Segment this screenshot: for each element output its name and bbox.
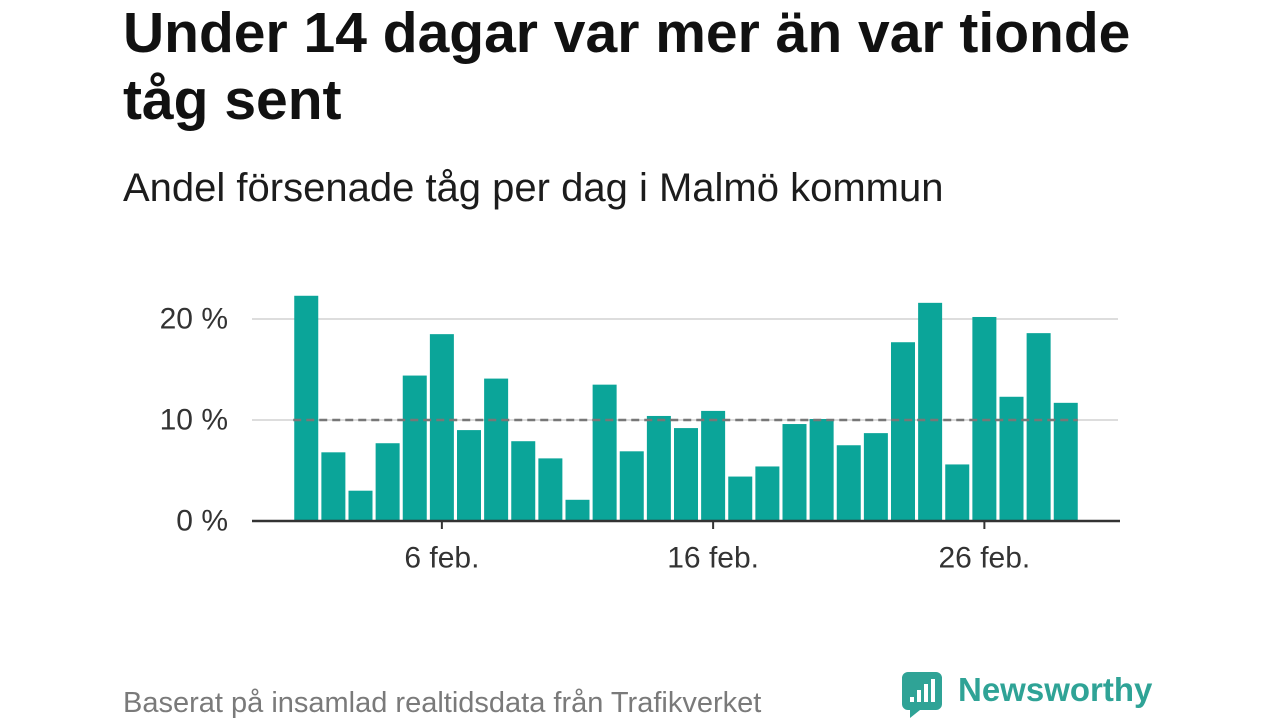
bar — [673, 428, 699, 521]
bar — [429, 334, 454, 521]
x-tick-label: 6 feb. — [404, 542, 479, 575]
newsworthy-chart-bubble-icon — [902, 672, 942, 718]
bar — [918, 302, 943, 521]
chart-subtitle: Andel försenade tåg per dag i Malmö komm… — [123, 166, 944, 210]
bar — [646, 415, 671, 521]
bar — [456, 430, 482, 521]
tick-labels: 6 feb. 16 feb. 26 feb. 0 % 10 % 20 % — [160, 303, 1031, 575]
bar — [782, 424, 807, 521]
bar — [484, 378, 509, 521]
bar — [999, 396, 1024, 521]
y-tick-label: 10 % — [160, 404, 228, 437]
logo-wordmark: Newsworthy — [958, 671, 1153, 708]
bar — [565, 499, 590, 521]
bar — [1053, 402, 1078, 521]
chart-title: Under 14 dagar var mer än var tionde tåg… — [123, 1, 1131, 132]
source-note: Baserat på insamlad realtidsdata från Tr… — [123, 687, 762, 719]
bar — [728, 476, 753, 521]
bar — [511, 441, 536, 521]
x-tick-label: 26 feb. — [939, 542, 1031, 575]
bar — [809, 418, 834, 521]
bar — [890, 342, 916, 521]
x-axis — [252, 519, 1120, 529]
bar — [538, 458, 563, 521]
bar — [592, 384, 617, 521]
bar — [755, 466, 780, 521]
bar — [348, 490, 373, 521]
bar — [945, 464, 970, 521]
bar — [619, 451, 644, 521]
bar — [321, 452, 346, 521]
bar — [294, 295, 319, 521]
bar — [375, 443, 400, 521]
bar — [701, 410, 726, 521]
bar — [836, 445, 861, 521]
bar — [1026, 333, 1051, 521]
y-tick-label: 0 % — [176, 505, 228, 538]
bar — [863, 433, 888, 521]
newsworthy-logo: Newsworthy — [902, 670, 1162, 718]
x-tick-label: 16 feb. — [667, 542, 759, 575]
y-tick-label: 20 % — [160, 303, 228, 336]
bar — [402, 375, 427, 521]
bars — [294, 295, 1078, 521]
